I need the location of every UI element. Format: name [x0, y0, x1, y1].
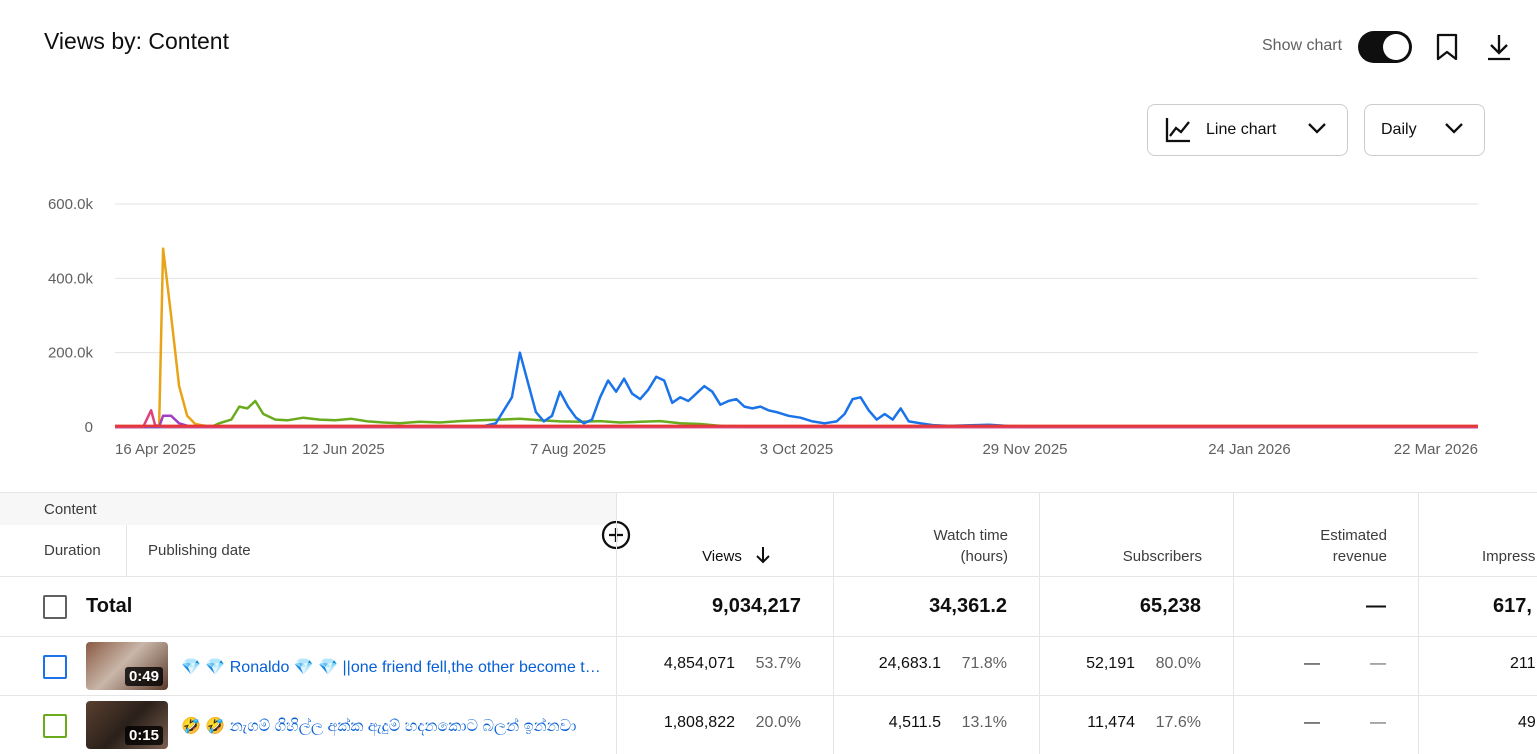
total-label: Total — [86, 595, 133, 617]
download-icon[interactable] — [1484, 32, 1514, 62]
row-revenue-pct: — — [1370, 714, 1386, 731]
total-impressions: 617, — [1493, 595, 1532, 617]
row-watch-pct: 71.8% — [961, 655, 1007, 672]
toggle-knob — [1383, 34, 1409, 60]
content-header-label: Content — [44, 501, 97, 518]
row-impressions: 49 — [1518, 714, 1536, 731]
row-revenue-pct: — — [1370, 655, 1386, 672]
watch-time-column-header[interactable]: Watch time (hours) — [933, 527, 1008, 565]
row-views-pct: 53.7% — [755, 655, 801, 672]
total-subscribers: 65,238 — [1139, 595, 1201, 617]
row-revenue: — — [1304, 655, 1320, 672]
row-subs-pct: 80.0% — [1155, 655, 1201, 672]
publishing-date-header[interactable]: Publishing date — [148, 542, 251, 559]
table-row[interactable]: 0:49 💎 💎 Ronaldo 💎 💎 ||one friend fell,t… — [0, 637, 1537, 696]
row-checkbox[interactable] — [43, 655, 67, 679]
duration-header[interactable]: Duration — [44, 542, 101, 559]
bookmark-icon[interactable] — [1432, 32, 1462, 62]
row-watch-time: 4,511.5 — [888, 714, 941, 731]
y-tick-label: 200.0k — [48, 345, 94, 362]
total-views: 9,034,217 — [712, 595, 801, 617]
total-revenue: — — [1366, 595, 1386, 617]
x-tick-label: 24 Jan 2026 — [1208, 441, 1291, 458]
views-line-chart: 0 200.0k 400.0k 600.0k 16 Apr 2025 12 Jun 202… — [48, 196, 1478, 458]
row-views: 1,808,822 — [663, 714, 735, 731]
y-tick-label: 600.0k — [48, 196, 94, 213]
chevron-down-icon — [1307, 118, 1327, 143]
x-tick-label: 16 Apr 2025 — [115, 441, 196, 458]
row-impressions: 211 — [1510, 655, 1536, 672]
x-tick-label: 3 Oct 2025 — [760, 441, 833, 458]
row-views: 4,854,071 — [663, 655, 735, 672]
x-tick-label: 12 Jun 2025 — [302, 441, 385, 458]
interval-dropdown[interactable]: Daily — [1364, 104, 1485, 156]
row-revenue: — — [1304, 714, 1320, 731]
x-tick-label: 22 Mar 2026 — [1394, 441, 1478, 458]
x-tick-label: 7 Aug 2025 — [530, 441, 606, 458]
row-watch-pct: 13.1% — [961, 714, 1007, 731]
total-row: Total 9,034,217 34,361.2 65,238 — 617, — [0, 575, 1537, 637]
series-line — [115, 247, 1478, 429]
content-header: Content — [0, 493, 616, 525]
table-row[interactable]: 0:15 🤣 🤣 නැගම් ගිහිල්ල අක්ක ඇදුම් හදනකොට… — [0, 696, 1537, 754]
chart-type-dropdown[interactable]: Line chart — [1147, 104, 1348, 156]
x-tick-label: 29 Nov 2025 — [982, 441, 1067, 458]
interval-label: Daily — [1381, 121, 1417, 138]
video-title-link[interactable]: 💎 💎 Ronaldo 💎 💎 ||one friend fell,the ot… — [181, 659, 606, 676]
chevron-down-icon — [1444, 118, 1464, 143]
row-views-pct: 20.0% — [755, 714, 801, 731]
duration-badge: 0:49 — [124, 667, 163, 686]
views-column-header[interactable]: Views — [702, 546, 770, 570]
page-title: Views by: Content — [44, 28, 229, 54]
row-subscribers: 11,474 — [1087, 714, 1135, 731]
chart-type-label: Line chart — [1206, 121, 1277, 138]
arrow-down-icon — [756, 546, 770, 570]
row-watch-time: 24,683.1 — [878, 655, 941, 672]
row-subscribers: 52,191 — [1086, 655, 1135, 672]
video-title-link[interactable]: 🤣 🤣 නැගම් ගිහිල්ල අක්ක ඇදුම් හදනකොට බලන්… — [181, 718, 577, 735]
views-header-label: Views — [702, 548, 742, 565]
show-chart-label: Show chart — [1262, 37, 1343, 54]
table-header: Content Duration Publishing date Views W… — [0, 492, 1537, 577]
duration-badge: 0:15 — [124, 726, 163, 745]
series-line — [115, 351, 1478, 429]
total-watch-time: 34,361.2 — [929, 595, 1007, 617]
subscribers-column-header[interactable]: Subscribers — [1122, 548, 1202, 565]
y-tick-label: 400.0k — [48, 270, 94, 287]
total-checkbox[interactable] — [43, 595, 67, 619]
revenue-column-header[interactable]: Estimated revenue — [1320, 527, 1387, 565]
show-chart-toggle[interactable] — [1358, 31, 1412, 63]
series-line — [115, 399, 1478, 429]
row-subs-pct: 17.6% — [1155, 714, 1201, 731]
video-thumbnail[interactable]: 0:49 — [86, 642, 168, 690]
line-chart-icon — [1164, 116, 1194, 144]
video-thumbnail[interactable]: 0:15 — [86, 701, 168, 749]
y-tick-label: 0 — [85, 419, 93, 436]
row-checkbox[interactable] — [43, 714, 67, 738]
impressions-column-header[interactable]: Impress — [1482, 548, 1536, 565]
